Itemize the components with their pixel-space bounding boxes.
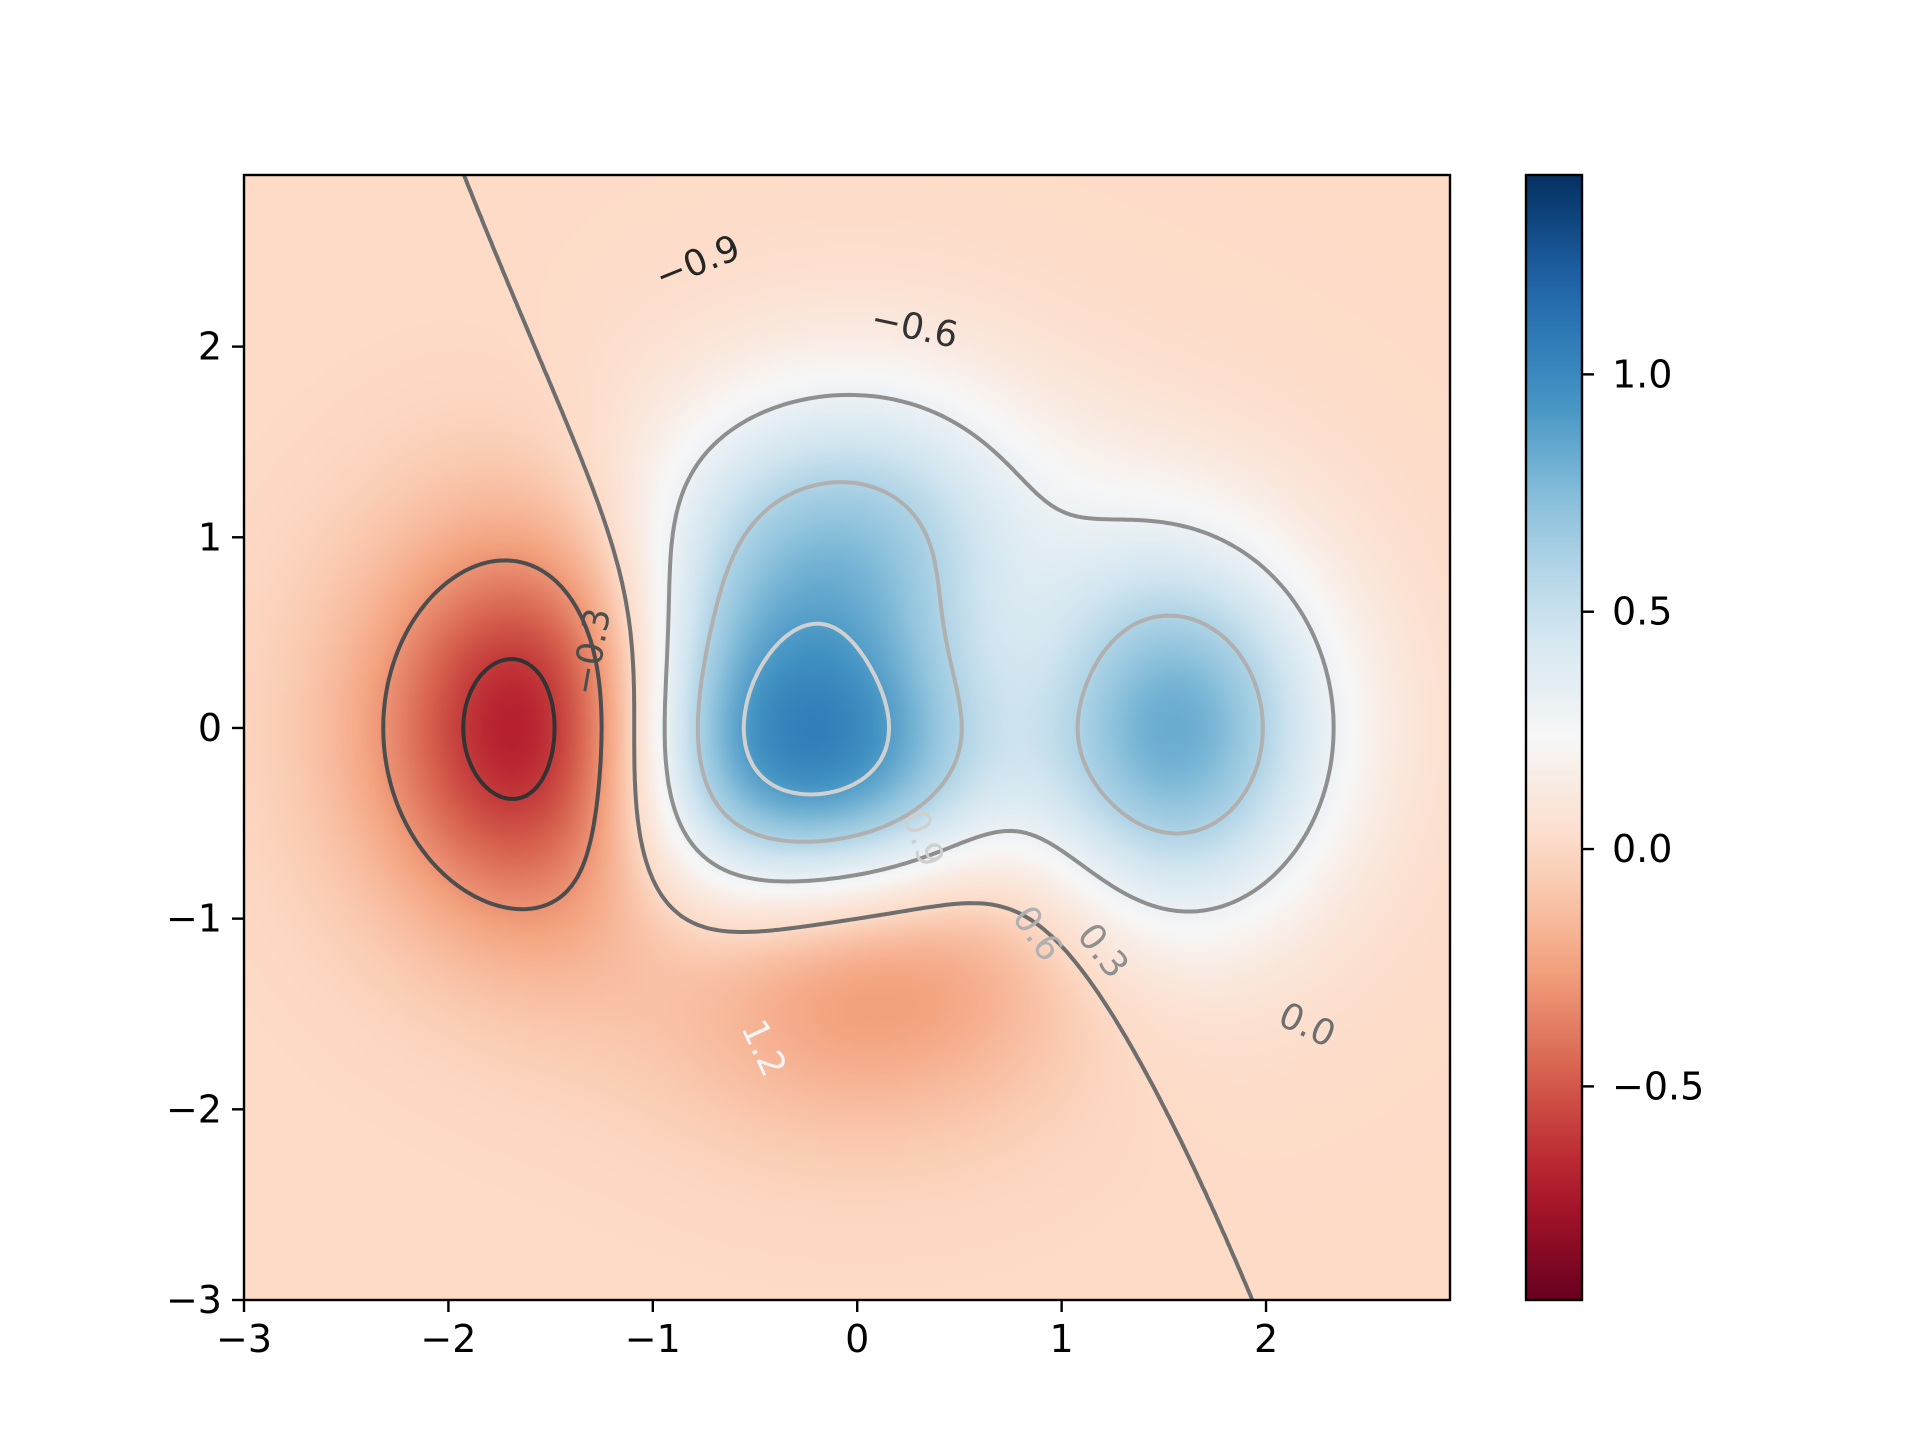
x-tick-label: −2	[420, 1317, 476, 1361]
y-tick-label: −3	[166, 1278, 222, 1322]
contour-line-0_6	[695, 480, 1265, 844]
x-tick-label: −3	[216, 1317, 272, 1361]
y-tick-label: 1	[198, 515, 222, 559]
colorbar-tick-label: 1.0	[1612, 352, 1672, 396]
x-axis: −3 −2 −1 0 1 2	[216, 1300, 1278, 1361]
x-tick-label: 0	[845, 1317, 869, 1361]
x-tick-label: 1	[1050, 1317, 1074, 1361]
contour-line-0_9	[741, 621, 891, 797]
colorbar-frame	[1524, 173, 1584, 1302]
heatmap-image	[244, 175, 1450, 1300]
y-axis: −3 −2 −1 0 1 2	[166, 325, 244, 1322]
contour-line-0_3	[662, 392, 1336, 914]
colorbar: −0.5 0.0 0.5 1.0	[1524, 173, 1704, 1302]
colorbar-gradient	[1526, 175, 1582, 1300]
contour-line-0	[461, 175, 1255, 1300]
y-tick-label: 0	[198, 706, 222, 750]
x-tick-label: 2	[1254, 1317, 1278, 1361]
colorbar-tick-label: 0.5	[1612, 590, 1672, 634]
y-tick-label: 2	[198, 325, 222, 369]
colorbar-tick-label: 0.0	[1612, 827, 1672, 871]
contour-lines	[381, 175, 1336, 1300]
plot-frame	[242, 173, 1452, 1302]
colorbar-axis: −0.5 0.0 0.5 1.0	[1582, 352, 1704, 1108]
y-tick-label: −1	[166, 897, 222, 941]
contour-line--0_6	[461, 657, 557, 801]
colorbar-tick-label: −0.5	[1612, 1064, 1704, 1108]
plot-area: −0.9−0.6−0.30.00.30.60.91.2 −3 −2 −1 0 1 2 −3…	[166, 173, 1452, 1361]
contour-line--0_3	[381, 558, 604, 912]
y-tick-label: −2	[166, 1087, 222, 1131]
x-tick-label: −1	[625, 1317, 681, 1361]
